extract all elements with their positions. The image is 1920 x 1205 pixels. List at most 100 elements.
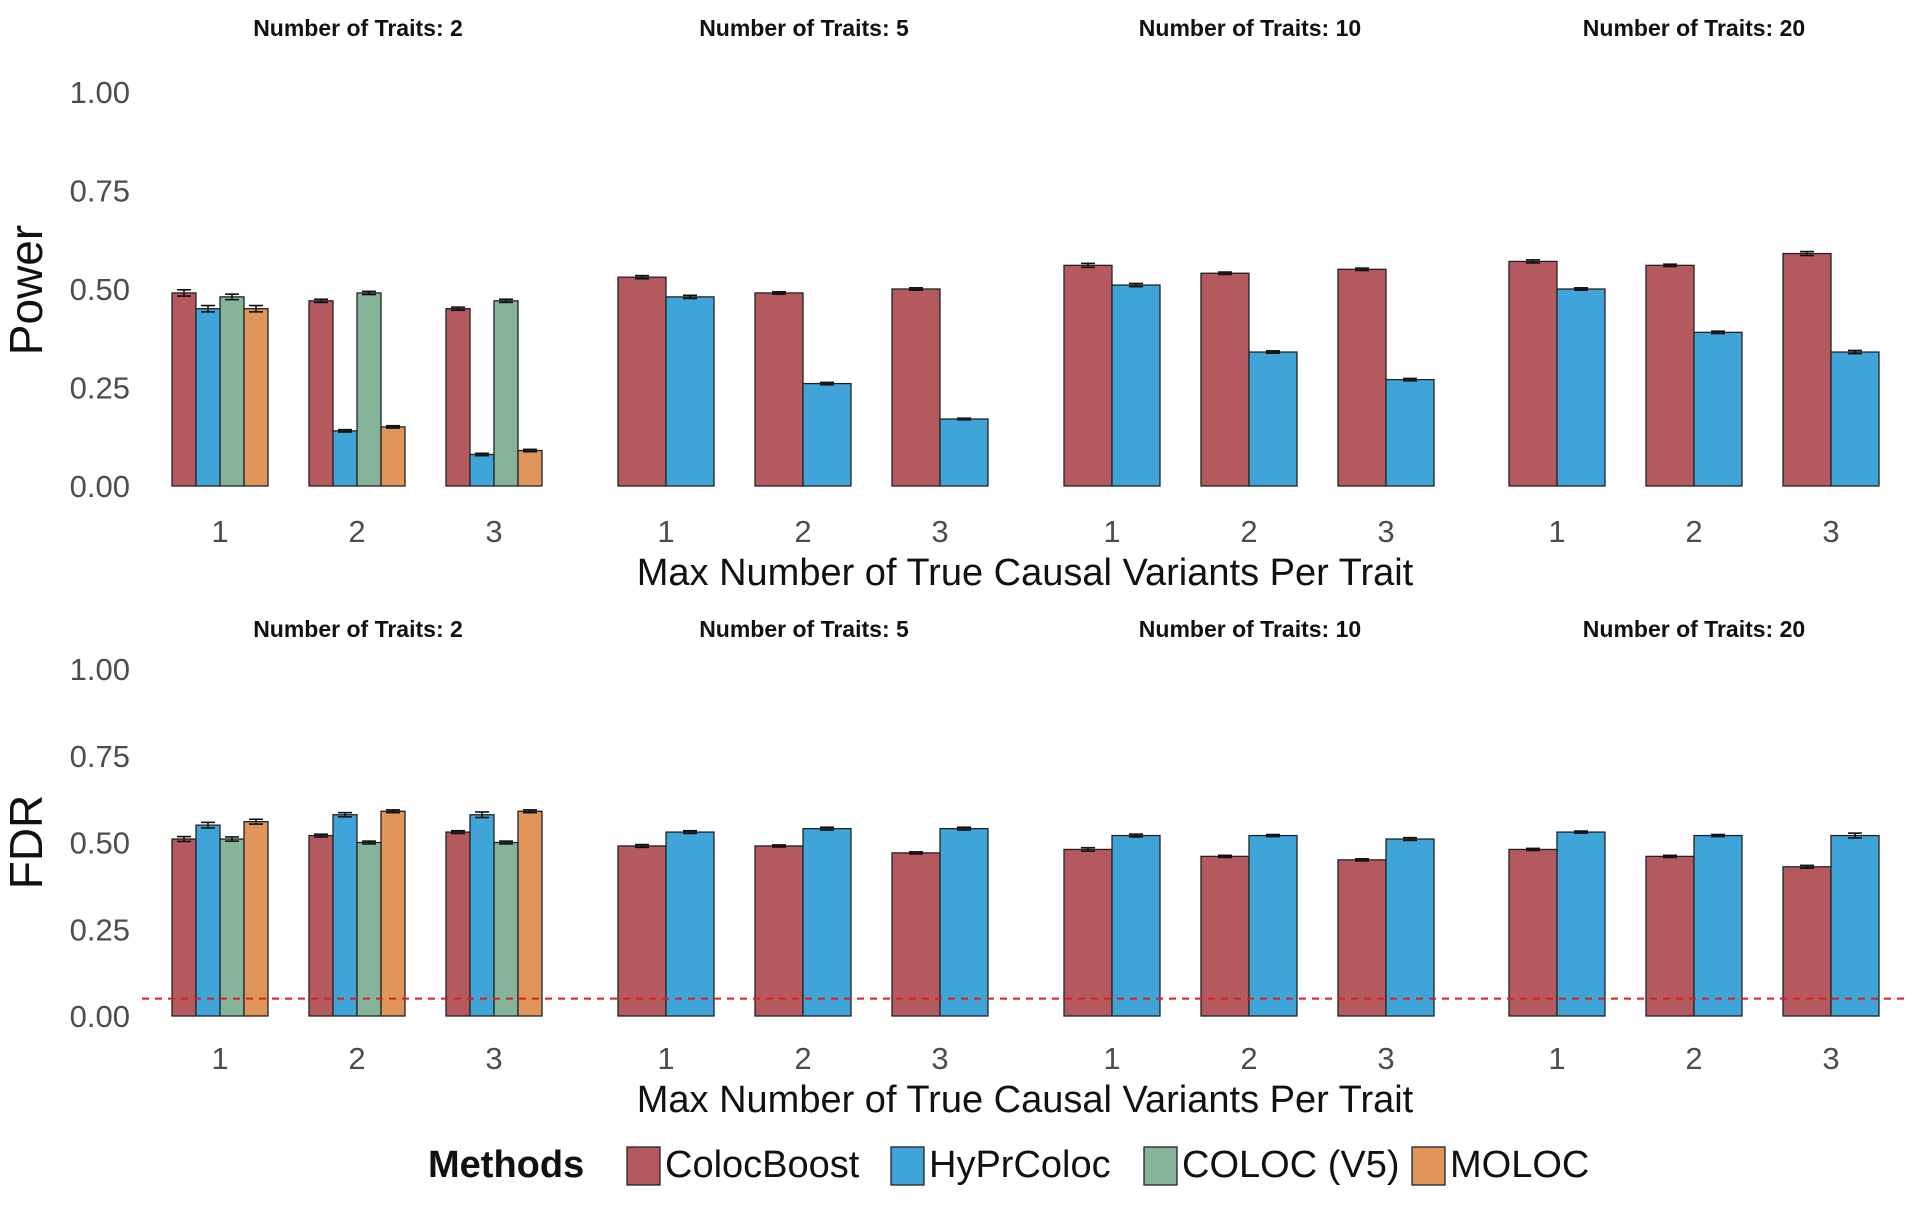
bar-hyprcoloc [665,831,715,1017]
fdr-panel: 0.00 0.25 0.50 0.75 1.00 FDR Max Number of Tru… [0,616,1905,1121]
bar-hyprcoloc [1111,834,1161,1017]
bar-colocboost [754,292,804,487]
x-tick-label: 3 [485,1041,502,1076]
bar-coloc-v5- [493,841,519,1017]
bar-colocboost [1508,848,1558,1017]
legend-swatch-coloc-v5- [1143,1146,1178,1186]
facet-0: Number of Traits: 2 1 2 3 [171,15,543,549]
bar-coloc-v5- [356,292,382,487]
bar-colocboost [891,288,941,487]
x-axis-title: Max Number of True Causal Variants Per T… [637,552,1414,594]
bar-hyprcoloc [469,453,495,487]
bar-hyprcoloc [1830,351,1880,487]
x-tick-label: 3 [931,1041,948,1076]
power-panel: 0.00 0.25 0.50 0.75 1.00 Power Max Number of T… [0,15,1880,594]
bar-colocboost [1782,252,1832,487]
bar-coloc-v5- [219,296,245,487]
bar-colocboost [1063,848,1113,1017]
bar-hyprcoloc [469,814,495,1017]
bar-colocboost [171,292,197,487]
facet-1: Number of Traits: 5 1 2 3 [617,616,989,1076]
y-tick-label: 0.50 [70,272,130,307]
y-axis-title: FDR [0,795,52,890]
bar-hyprcoloc [939,827,989,1017]
legend-title: Methods [428,1144,584,1186]
y-axis-title: Power [0,225,52,355]
bar-colocboost [1337,859,1387,1017]
bar-colocboost [1645,855,1695,1017]
bar-moloc [243,308,269,487]
x-tick-label: 1 [1103,1041,1120,1076]
bar-moloc [380,426,406,487]
legend-label-hyprcoloc: HyPrColoc [929,1144,1111,1186]
bar-hyprcoloc [802,382,852,487]
facet-title: Number of Traits: 5 [699,616,909,642]
bar-hyprcoloc [1111,284,1161,487]
x-tick-label: 2 [1685,514,1702,549]
bar-coloc-v5- [356,841,382,1017]
x-tick-label: 2 [348,514,365,549]
x-tick-label: 1 [1103,514,1120,549]
facet-1: Number of Traits: 5 1 2 3 [617,15,989,549]
bar-moloc [380,810,406,1017]
facet-3: Number of Traits: 20 1 2 3 [1508,616,1880,1076]
facet-3: Number of Traits: 20 1 2 3 [1508,15,1880,549]
bar-hyprcoloc [1248,834,1298,1017]
bar-colocboost [617,845,667,1017]
bar-colocboost [308,834,334,1017]
x-axis-title: Max Number of True Causal Variants Per T… [637,1079,1414,1121]
x-tick-label: 3 [931,514,948,549]
bar-colocboost [445,831,471,1017]
y-tick-label: 1.00 [70,652,130,687]
x-tick-label: 1 [657,1041,674,1076]
y-tick-label: 1.00 [70,75,130,110]
facet-title: Number of Traits: 2 [253,616,463,642]
x-tick-label: 3 [1822,514,1839,549]
facet-title: Number of Traits: 2 [253,15,463,41]
bar-hyprcoloc [802,827,852,1017]
bar-coloc-v5- [493,300,519,487]
x-tick-label: 2 [1240,514,1257,549]
x-tick-label: 2 [1240,1041,1257,1076]
x-tick-label: 3 [1377,1041,1394,1076]
bar-hyprcoloc [195,824,221,1017]
x-tick-label: 3 [485,514,502,549]
x-tick-label: 1 [211,514,228,549]
bar-hyprcoloc [1693,834,1743,1017]
bar-colocboost [171,838,197,1017]
x-tick-label: 2 [794,1041,811,1076]
y-tick-label: 0.00 [70,999,130,1034]
bar-hyprcoloc [939,418,989,487]
y-tick-label: 0.25 [70,912,130,947]
bar-colocboost [1337,268,1387,487]
x-tick-label: 3 [1822,1041,1839,1076]
bar-colocboost [1645,264,1695,487]
bar-colocboost [617,276,667,487]
facet-title: Number of Traits: 10 [1139,616,1361,642]
bar-hyprcoloc [1385,838,1435,1017]
legend-swatch-moloc [1411,1146,1446,1186]
bar-moloc [517,810,543,1017]
bar-moloc [517,449,543,487]
facet-title: Number of Traits: 10 [1139,15,1361,41]
x-tick-label: 1 [657,514,674,549]
bar-colocboost [1782,866,1832,1017]
y-tick-label: 0.00 [70,469,130,504]
bar-colocboost [308,300,334,487]
x-tick-label: 1 [1548,514,1565,549]
facet-2: Number of Traits: 10 1 2 3 [1063,616,1435,1076]
legend-swatch-hyprcoloc [890,1146,925,1186]
bar-coloc-v5- [219,838,245,1017]
bar-colocboost [1200,272,1250,487]
bar-hyprcoloc [1385,378,1435,487]
x-tick-label: 2 [348,1041,365,1076]
bar-hyprcoloc [332,814,358,1017]
facet-title: Number of Traits: 20 [1583,15,1805,41]
bar-hyprcoloc [1556,288,1606,487]
bar-colocboost [1200,855,1250,1017]
facet-title: Number of Traits: 20 [1583,616,1805,642]
bar-colocboost [754,845,804,1017]
x-tick-label: 3 [1377,514,1394,549]
bar-moloc [243,821,269,1017]
